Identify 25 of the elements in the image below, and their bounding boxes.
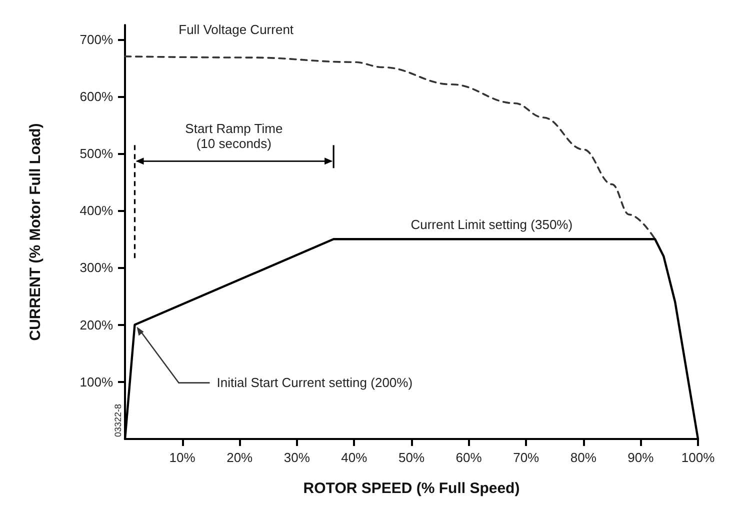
x-tick-label: 100% bbox=[681, 450, 716, 465]
y-axis-title: CURRENT (% Motor Full Load) bbox=[27, 123, 44, 341]
x-tick-label: 40% bbox=[341, 450, 368, 465]
y-tick-label: 400% bbox=[80, 203, 114, 218]
x-axis-title: ROTOR SPEED (% Full Speed) bbox=[303, 480, 520, 497]
x-tick-label: 50% bbox=[398, 450, 425, 465]
annotation: Current Limit setting (350%) bbox=[410, 217, 573, 232]
y-tick-label: 700% bbox=[80, 32, 114, 47]
x-tick-label: 70% bbox=[513, 450, 540, 465]
y-tick-label: 200% bbox=[80, 317, 114, 332]
annotation: Start Ramp Time (10 seconds) bbox=[185, 121, 283, 152]
y-tick-label: 100% bbox=[80, 374, 114, 390]
x-tick-label: 60% bbox=[456, 450, 482, 465]
x-tick-label: 10% bbox=[169, 450, 196, 465]
line-series bbox=[124, 56, 656, 240]
x-tick-label: 90% bbox=[628, 450, 654, 465]
y-tick-label: 300% bbox=[80, 260, 114, 276]
y-tick-label: 500% bbox=[80, 146, 114, 161]
annotation: Full Voltage Current bbox=[178, 22, 294, 38]
text: 03322-8 bbox=[112, 404, 124, 437]
annotation: Initial Start Current setting (200%) bbox=[216, 374, 413, 390]
y-tick-label: 600% bbox=[80, 88, 114, 104]
x-tick-label: 80% bbox=[570, 450, 597, 465]
x-tick-label: 30% bbox=[284, 450, 310, 465]
x-tick-label: 20% bbox=[226, 450, 254, 465]
